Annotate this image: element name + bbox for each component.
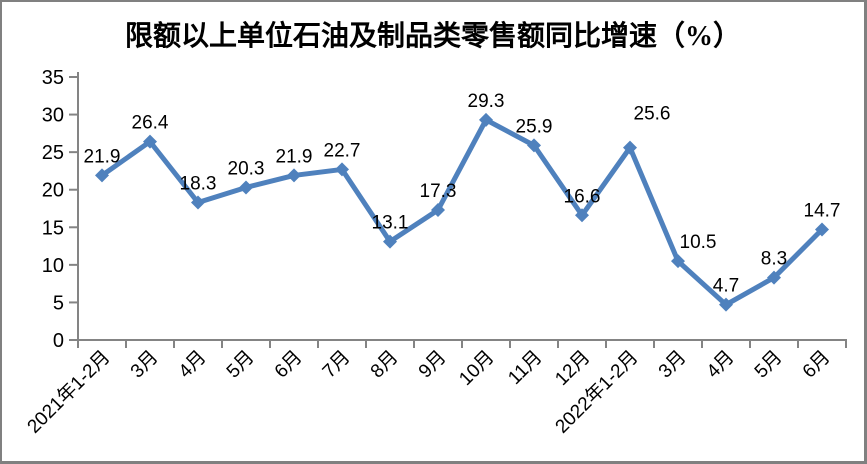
data-point-label: 29.3 (468, 91, 505, 112)
data-point-label: 13.1 (372, 213, 409, 234)
x-tick-label: 12月 (551, 347, 594, 390)
x-tick-label: 4月 (703, 347, 739, 383)
y-tick-label: 0 (53, 330, 64, 352)
data-point-marker (239, 180, 253, 195)
data-point-marker (479, 112, 493, 127)
data-point-marker (527, 138, 541, 153)
x-tick-label: 11月 (504, 347, 546, 389)
data-point-label: 25.6 (634, 104, 671, 125)
x-tick-label: 6月 (271, 347, 307, 383)
x-tick-label: 6月 (799, 347, 835, 383)
data-point-marker (287, 168, 301, 183)
y-tick-label: 35 (42, 67, 64, 89)
x-tick-label: 3月 (655, 347, 691, 383)
x-tick-label: 9月 (415, 347, 451, 383)
y-tick-label: 25 (42, 142, 64, 164)
x-tick-label: 3月 (127, 347, 163, 383)
x-tick-label: 2022年1-2月 (551, 346, 643, 438)
data-point-marker (623, 140, 637, 155)
data-point-label: 8.3 (761, 249, 787, 270)
y-tick-label: 15 (42, 217, 64, 239)
x-tick-label: 8月 (367, 347, 403, 383)
data-point-marker (575, 208, 589, 223)
data-point-label: 20.3 (228, 158, 265, 179)
y-tick-label: 30 (42, 105, 64, 127)
data-point-marker (383, 234, 397, 249)
data-point-label: 21.9 (84, 146, 121, 167)
data-point-marker (719, 297, 733, 312)
series-line (99, 117, 825, 308)
y-tick-label: 5 (53, 292, 64, 314)
data-point-marker (815, 222, 829, 237)
x-tick-label: 10月 (455, 347, 498, 390)
data-point-marker (767, 270, 781, 285)
data-point-label: 22.7 (324, 140, 361, 161)
x-tick-label: 2021年1-2月 (23, 346, 115, 438)
data-point-marker (431, 203, 445, 218)
y-tick-label: 20 (42, 180, 64, 202)
data-point-marker (143, 134, 157, 149)
data-point-marker (95, 168, 109, 183)
data-point-marker (191, 195, 205, 210)
x-tick-label: 5月 (223, 347, 259, 383)
chart-title: 限额以上单位石油及制品类零售额同比增速（%） (124, 21, 741, 52)
data-point-label: 10.5 (680, 232, 717, 253)
data-point-label: 16.6 (564, 186, 601, 207)
y-tick-label: 10 (42, 255, 64, 277)
data-point-label: 4.7 (713, 276, 739, 297)
data-point-label: 14.7 (804, 201, 841, 222)
data-point-label: 21.9 (276, 146, 313, 167)
x-tick-label: 4月 (175, 347, 211, 383)
data-point-marker (671, 254, 685, 269)
data-point-label: 26.4 (132, 113, 169, 134)
x-tick-label: 7月 (319, 347, 355, 383)
data-point-label: 25.9 (516, 116, 553, 137)
data-point-label: 17.3 (420, 181, 457, 202)
x-tick-label: 5月 (751, 347, 787, 383)
data-point-marker (335, 162, 349, 177)
data-point-label: 18.3 (180, 173, 217, 194)
